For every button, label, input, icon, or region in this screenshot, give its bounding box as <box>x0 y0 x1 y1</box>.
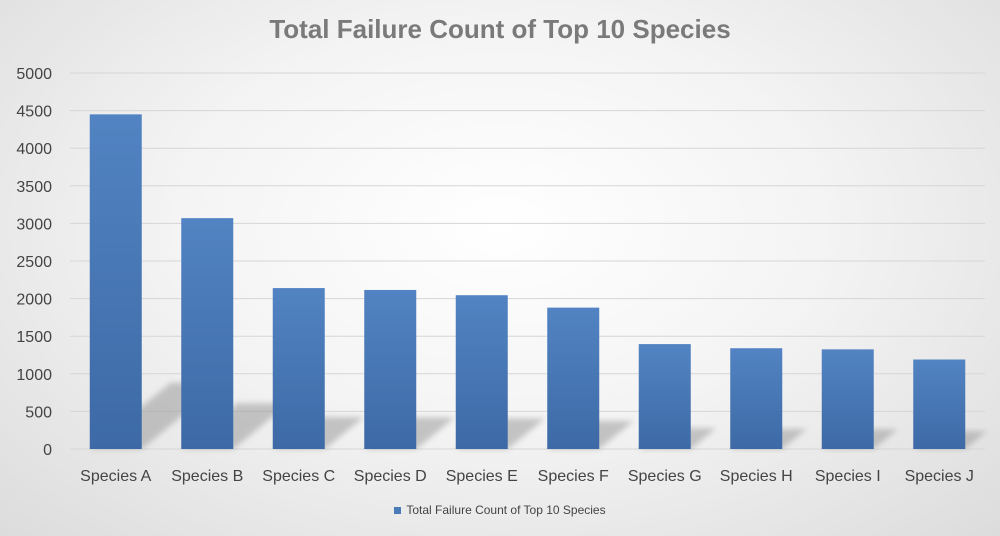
y-tick-label: 4000 <box>16 141 52 158</box>
x-category-label: Species E <box>446 468 518 485</box>
x-category-label: Species J <box>905 468 974 485</box>
legend: Total Failure Count of Top 10 Species <box>0 503 1000 517</box>
y-tick-label: 500 <box>25 404 52 421</box>
y-tick-label: 4500 <box>16 104 52 121</box>
y-axis-ticks: 0 500 1000 1500 2000 2500 3000 3500 4000 4500 5000 <box>16 66 52 459</box>
bar <box>547 307 600 449</box>
x-category-label: Species F <box>538 468 609 485</box>
bar <box>181 218 234 449</box>
y-tick-label: 2500 <box>16 254 52 271</box>
bar <box>821 349 874 449</box>
x-category-label: Species I <box>815 468 881 485</box>
x-category-label: Species C <box>262 468 335 485</box>
legend-swatch <box>394 506 402 514</box>
x-category-label: Species A <box>80 468 151 485</box>
x-category-label: Species G <box>628 468 702 485</box>
x-axis-categories: Species A Species B Species C Species D Spec… <box>80 468 974 485</box>
y-tick-label: 3000 <box>16 216 52 233</box>
x-category-label: Species B <box>171 468 243 485</box>
y-tick-label: 2000 <box>16 292 52 309</box>
bar <box>455 295 508 449</box>
bar <box>638 344 691 449</box>
y-tick-label: 1500 <box>16 329 52 346</box>
x-category-label: Species D <box>354 468 427 485</box>
y-tick-label: 5000 <box>16 66 52 83</box>
y-tick-label: 0 <box>43 442 52 459</box>
bars <box>89 114 966 450</box>
chart-title: Total Failure Count of Top 10 Species <box>269 14 731 44</box>
x-category-label: Species H <box>720 468 793 485</box>
bar <box>913 359 966 449</box>
y-tick-label: 3500 <box>16 179 52 196</box>
bar <box>272 288 325 449</box>
bar <box>730 348 783 449</box>
bar <box>89 114 142 450</box>
bar <box>364 289 417 449</box>
legend-label: Total Failure Count of Top 10 Species <box>406 503 606 517</box>
y-tick-label: 1000 <box>16 367 52 384</box>
